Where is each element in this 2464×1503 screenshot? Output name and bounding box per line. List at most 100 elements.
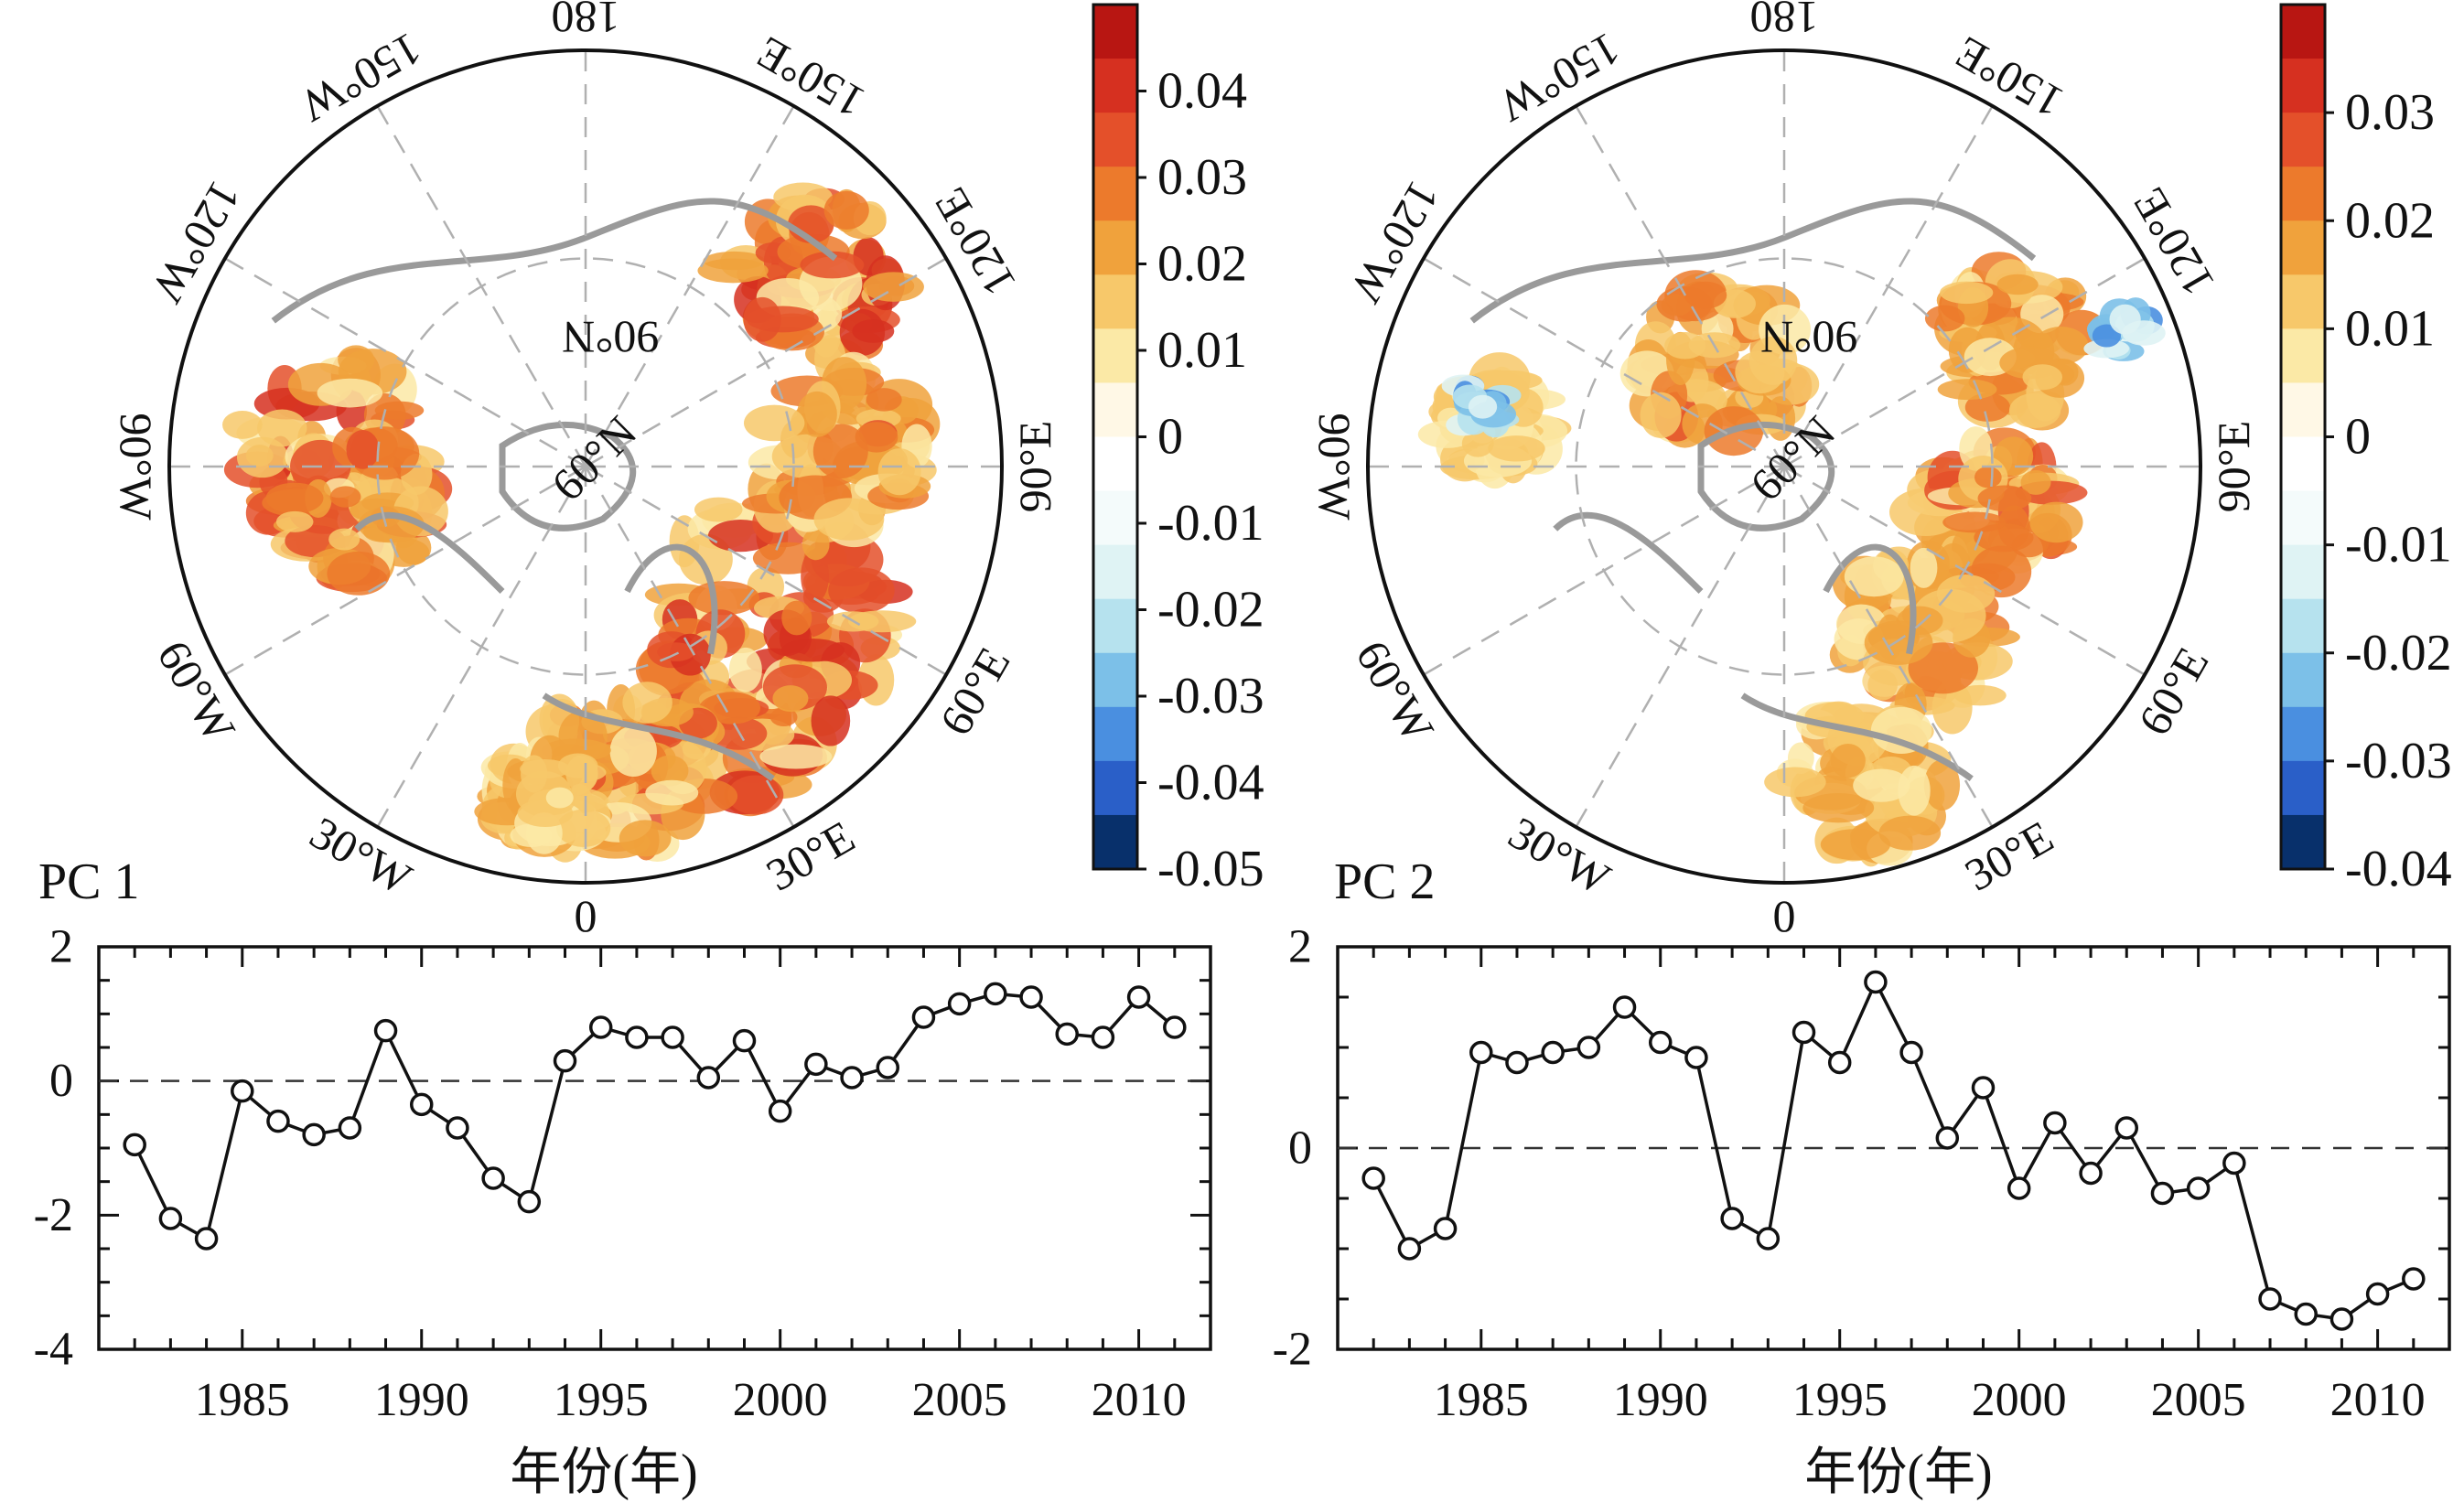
colorbar-2: 0.03 0.02 0.01 0 -0.01 -0.02 -0.03 -0.04 <box>2279 3 2452 897</box>
data-point <box>804 1052 828 1077</box>
colorbar-swatch <box>2281 652 2325 708</box>
x-tick-label: 1990 <box>1613 1374 1708 1426</box>
y-tick-label: 2 <box>1288 921 1312 973</box>
data-point <box>1397 1237 1422 1261</box>
data-point <box>2258 1287 2282 1311</box>
pc-series-line <box>1372 978 2415 1321</box>
colorbar-swatch <box>1093 760 1137 816</box>
data-point <box>1126 985 1151 1009</box>
data-point <box>2150 1181 2175 1206</box>
colorbar-tick-label: 0.03 <box>2345 84 2435 141</box>
colorbar-swatch <box>2281 328 2325 383</box>
colorbar-swatch <box>2281 706 2325 762</box>
data-point <box>1899 1040 1923 1065</box>
data-point <box>553 1048 577 1073</box>
x-tick-label: 1995 <box>554 1374 649 1426</box>
y-tick-label: 2 <box>49 921 73 973</box>
data-point <box>1612 995 1637 1019</box>
colorbar-tick-label: -0.02 <box>2345 625 2452 682</box>
data-point <box>2402 1267 2426 1291</box>
data-point <box>2186 1176 2211 1200</box>
data-point <box>2294 1302 2318 1326</box>
colorbar-tick-label: -0.04 <box>1157 755 1264 811</box>
y-tick-label: -2 <box>1273 1324 1312 1376</box>
data-point <box>768 1099 792 1123</box>
data-point <box>876 1056 900 1079</box>
map-field <box>169 50 1002 883</box>
colorbar-swatch <box>1093 436 1137 492</box>
longitude-label: 90°W <box>111 413 162 521</box>
data-point <box>1055 1022 1079 1047</box>
x-tick-label: 2005 <box>2151 1374 2246 1426</box>
colorbar-tick-label: 0.02 <box>2345 192 2435 249</box>
colorbar-tick-label: -0.03 <box>1157 668 1264 725</box>
colorbar-swatch <box>1093 274 1137 329</box>
colorbar-swatch <box>2281 436 2325 492</box>
data-point <box>1792 1020 1816 1045</box>
data-point <box>1827 1050 1852 1075</box>
colorbar-tick-label: 0.03 <box>1157 149 1247 206</box>
x-tick-label: 1995 <box>1792 1374 1888 1426</box>
colorbar-swatch <box>1093 544 1137 600</box>
data-point <box>984 982 1007 1006</box>
colorbar-swatch <box>2281 544 2325 600</box>
map-field <box>1368 50 2200 883</box>
data-point <box>625 1025 649 1049</box>
data-point <box>1864 970 1888 994</box>
colorbar-swatch <box>1093 598 1137 654</box>
colorbar-swatch <box>1093 490 1137 546</box>
data-point <box>1684 1046 1708 1069</box>
data-point <box>2043 1111 2067 1135</box>
latitude-label: 90°N <box>1760 312 1857 363</box>
x-tick-label: 2005 <box>912 1374 1007 1426</box>
colorbar-tick-label: 0.02 <box>1157 236 1247 293</box>
pc2-label: PC 2 <box>1334 853 1436 910</box>
data-point <box>1576 1036 1601 1059</box>
colorbar-swatch <box>2281 274 2325 329</box>
plot-frame <box>97 945 1212 1351</box>
colorbar-swatch <box>2281 166 2325 221</box>
colorbar-1: 0.04 0.03 0.02 0.01 0 -0.01 -0.02 -0.03 -0.04 -0.… <box>1092 3 1264 897</box>
colorbar-tick-label: 0.04 <box>1157 63 1247 120</box>
pc-series-line <box>133 992 1176 1241</box>
map-panel-2: 030°E60°E90°E120°E150°E180150°W120°W90°W… <box>1309 0 2259 941</box>
y-tick-label: -2 <box>34 1189 73 1241</box>
colorbar-swatch <box>2281 814 2325 870</box>
colorbar-swatch <box>2281 59 2325 113</box>
data-point <box>840 1066 864 1090</box>
data-point <box>123 1133 146 1157</box>
y-tick-label: 0 <box>1288 1122 1312 1175</box>
colorbar-swatch <box>1093 59 1137 113</box>
y-tick-label: -4 <box>34 1324 73 1376</box>
map-boundary <box>167 48 1004 885</box>
colorbar-swatch <box>1093 652 1137 708</box>
data-point <box>158 1207 183 1230</box>
colorbar-swatch <box>1093 328 1137 383</box>
data-point <box>1541 1040 1565 1065</box>
data-point <box>266 1109 290 1133</box>
colorbar-tick-label: -0.02 <box>1157 582 1264 639</box>
data-point <box>1971 1076 1996 1100</box>
x-tick-label: 1985 <box>195 1374 290 1426</box>
data-point <box>1469 1040 1493 1065</box>
data-point <box>446 1116 469 1140</box>
data-point <box>911 1005 936 1029</box>
colorbar-tick-label: -0.04 <box>2345 841 2452 897</box>
pc2-chart: 1985 1990 1995 2000 2005 2010 2 0 -2 <box>1273 921 2451 1426</box>
colorbar-tick-label: 0.01 <box>2345 300 2435 357</box>
data-point <box>2330 1307 2354 1331</box>
colorbar-swatch <box>1093 706 1137 762</box>
pc1-x-axis-title: 年份(年) <box>510 1444 697 1501</box>
data-point <box>2222 1151 2246 1176</box>
colorbar-swatch <box>2281 113 2325 167</box>
data-point <box>2365 1282 2390 1306</box>
data-point <box>338 1116 362 1140</box>
coastline <box>1469 198 2037 782</box>
colorbar-tick-label: 0 <box>1157 409 1183 466</box>
x-tick-label: 2000 <box>733 1374 828 1426</box>
colorbar-tick-label: -0.01 <box>1157 495 1264 552</box>
colorbar-tick-label: -0.01 <box>2345 517 2452 574</box>
x-tick-label: 2000 <box>1972 1374 2067 1426</box>
colorbar-swatch <box>2281 220 2325 275</box>
pc2-x-axis-title: 年份(年) <box>1804 1444 1992 1501</box>
